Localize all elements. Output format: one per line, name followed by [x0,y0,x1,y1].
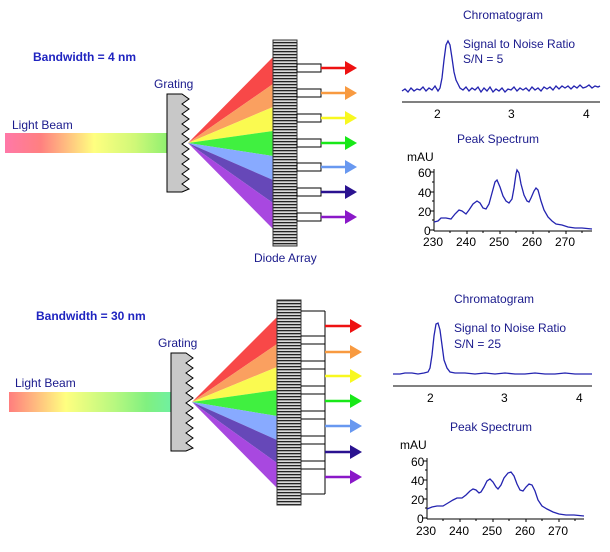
diode-bracket [301,310,326,495]
diode-outputs [296,61,357,224]
svg-text:60: 60 [411,455,425,469]
y-axis-unit: mAU [400,438,427,452]
grating-icon [170,352,195,452]
svg-text:250: 250 [489,235,509,249]
grating-icon [166,93,191,193]
diode-output-orange [296,86,357,100]
x-tick: 2 [434,107,441,121]
chart-title: Peak Spectrum [457,132,539,146]
panel-wide-bandwidth: Bandwidth = 30 nm Light Beam Grating [9,292,592,538]
chart-title: Chromatogram [454,292,534,306]
svg-text:20: 20 [411,493,425,507]
svg-text:230: 230 [416,524,436,538]
light-beam-label: Light Beam [15,376,76,390]
dispersed-spectrum-fan [188,57,273,229]
x-tick: 4 [576,391,583,405]
dispersed-spectrum-fan [192,317,277,488]
chart-title: Chromatogram [463,8,543,22]
diode-output-blue [325,419,362,433]
svg-text:230: 230 [423,235,443,249]
light-beam [9,392,171,412]
panel-narrow-bandwidth: Bandwidth = 4 nm Light Beam Grating Diod… [5,8,601,265]
x-tick: 3 [501,391,508,405]
svg-text:240: 240 [456,235,476,249]
diode-output-indigo [296,185,357,199]
svg-text:20: 20 [418,205,432,219]
grating-label: Grating [158,336,197,350]
snr-title: Signal to Noise Ratio [454,321,566,335]
chromatogram-chart: Chromatogram Signal to Noise Ratio S/N =… [393,292,592,405]
arrow-icon [345,185,357,199]
diode-output-yellow [325,369,362,383]
chart-title: Peak Spectrum [450,420,532,434]
diode-output-blue [296,160,357,174]
arrow-icon [350,345,362,359]
chromatogram-trace [401,39,601,94]
diode-output-yellow [296,111,357,125]
arrow-icon [350,419,362,433]
bandwidth-label: Bandwidth = 30 nm [36,309,146,323]
svg-text:40: 40 [418,186,432,200]
svg-text:240: 240 [449,524,469,538]
bandwidth-label: Bandwidth = 4 nm [33,50,136,64]
arrow-icon [350,470,362,484]
svg-text:0: 0 [424,224,431,238]
peak-spectrum-chart: Peak Spectrum mAU 60 40 20 0 230 240 250… [407,132,593,249]
light-beam [5,133,167,153]
diode-output-green [325,394,362,408]
arrow-icon [345,61,357,75]
spectrum-trace [426,471,585,517]
svg-text:60: 60 [418,166,432,180]
diode-array [276,299,302,506]
svg-text:40: 40 [411,474,425,488]
chromatogram-trace [393,322,592,375]
arrow-icon [345,111,357,125]
diode-array [272,39,298,247]
snr-value: S/N = 5 [463,52,504,66]
svg-text:270: 270 [555,235,575,249]
arrow-icon [345,136,357,150]
svg-text:260: 260 [515,524,535,538]
y-axis-unit: mAU [407,150,434,164]
diode-output-indigo [325,445,362,459]
arrow-icon [345,86,357,100]
grating-label: Grating [154,77,193,91]
arrow-icon [345,210,357,224]
diode-output-violet [325,470,362,484]
arrow-icon [350,369,362,383]
svg-text:270: 270 [548,524,568,538]
svg-text:250: 250 [482,524,502,538]
peak-spectrum-chart: Peak Spectrum mAU 60 40 20 0 230 240 250… [400,420,585,538]
arrow-icon [345,160,357,174]
x-tick: 4 [583,107,590,121]
svg-text:260: 260 [522,235,542,249]
diode-output-green [296,136,357,150]
diode-outputs [325,319,362,484]
arrow-icon [350,394,362,408]
svg-text:0: 0 [417,512,424,526]
arrow-icon [350,319,362,333]
snr-title: Signal to Noise Ratio [463,37,575,51]
light-beam-label: Light Beam [12,118,73,132]
diode-output-violet [296,210,357,224]
x-tick: 2 [427,391,434,405]
arrow-icon [350,445,362,459]
spectrum-trace [433,168,593,230]
x-tick: 3 [508,107,515,121]
diode-output-red [325,319,362,333]
diode-output-red [296,61,357,75]
diode-array-label: Diode Array [254,251,317,265]
diode-output-orange [325,345,362,359]
snr-value: S/N = 25 [454,337,501,351]
chromatogram-chart: Chromatogram Signal to Noise Ratio S/N =… [401,8,601,121]
